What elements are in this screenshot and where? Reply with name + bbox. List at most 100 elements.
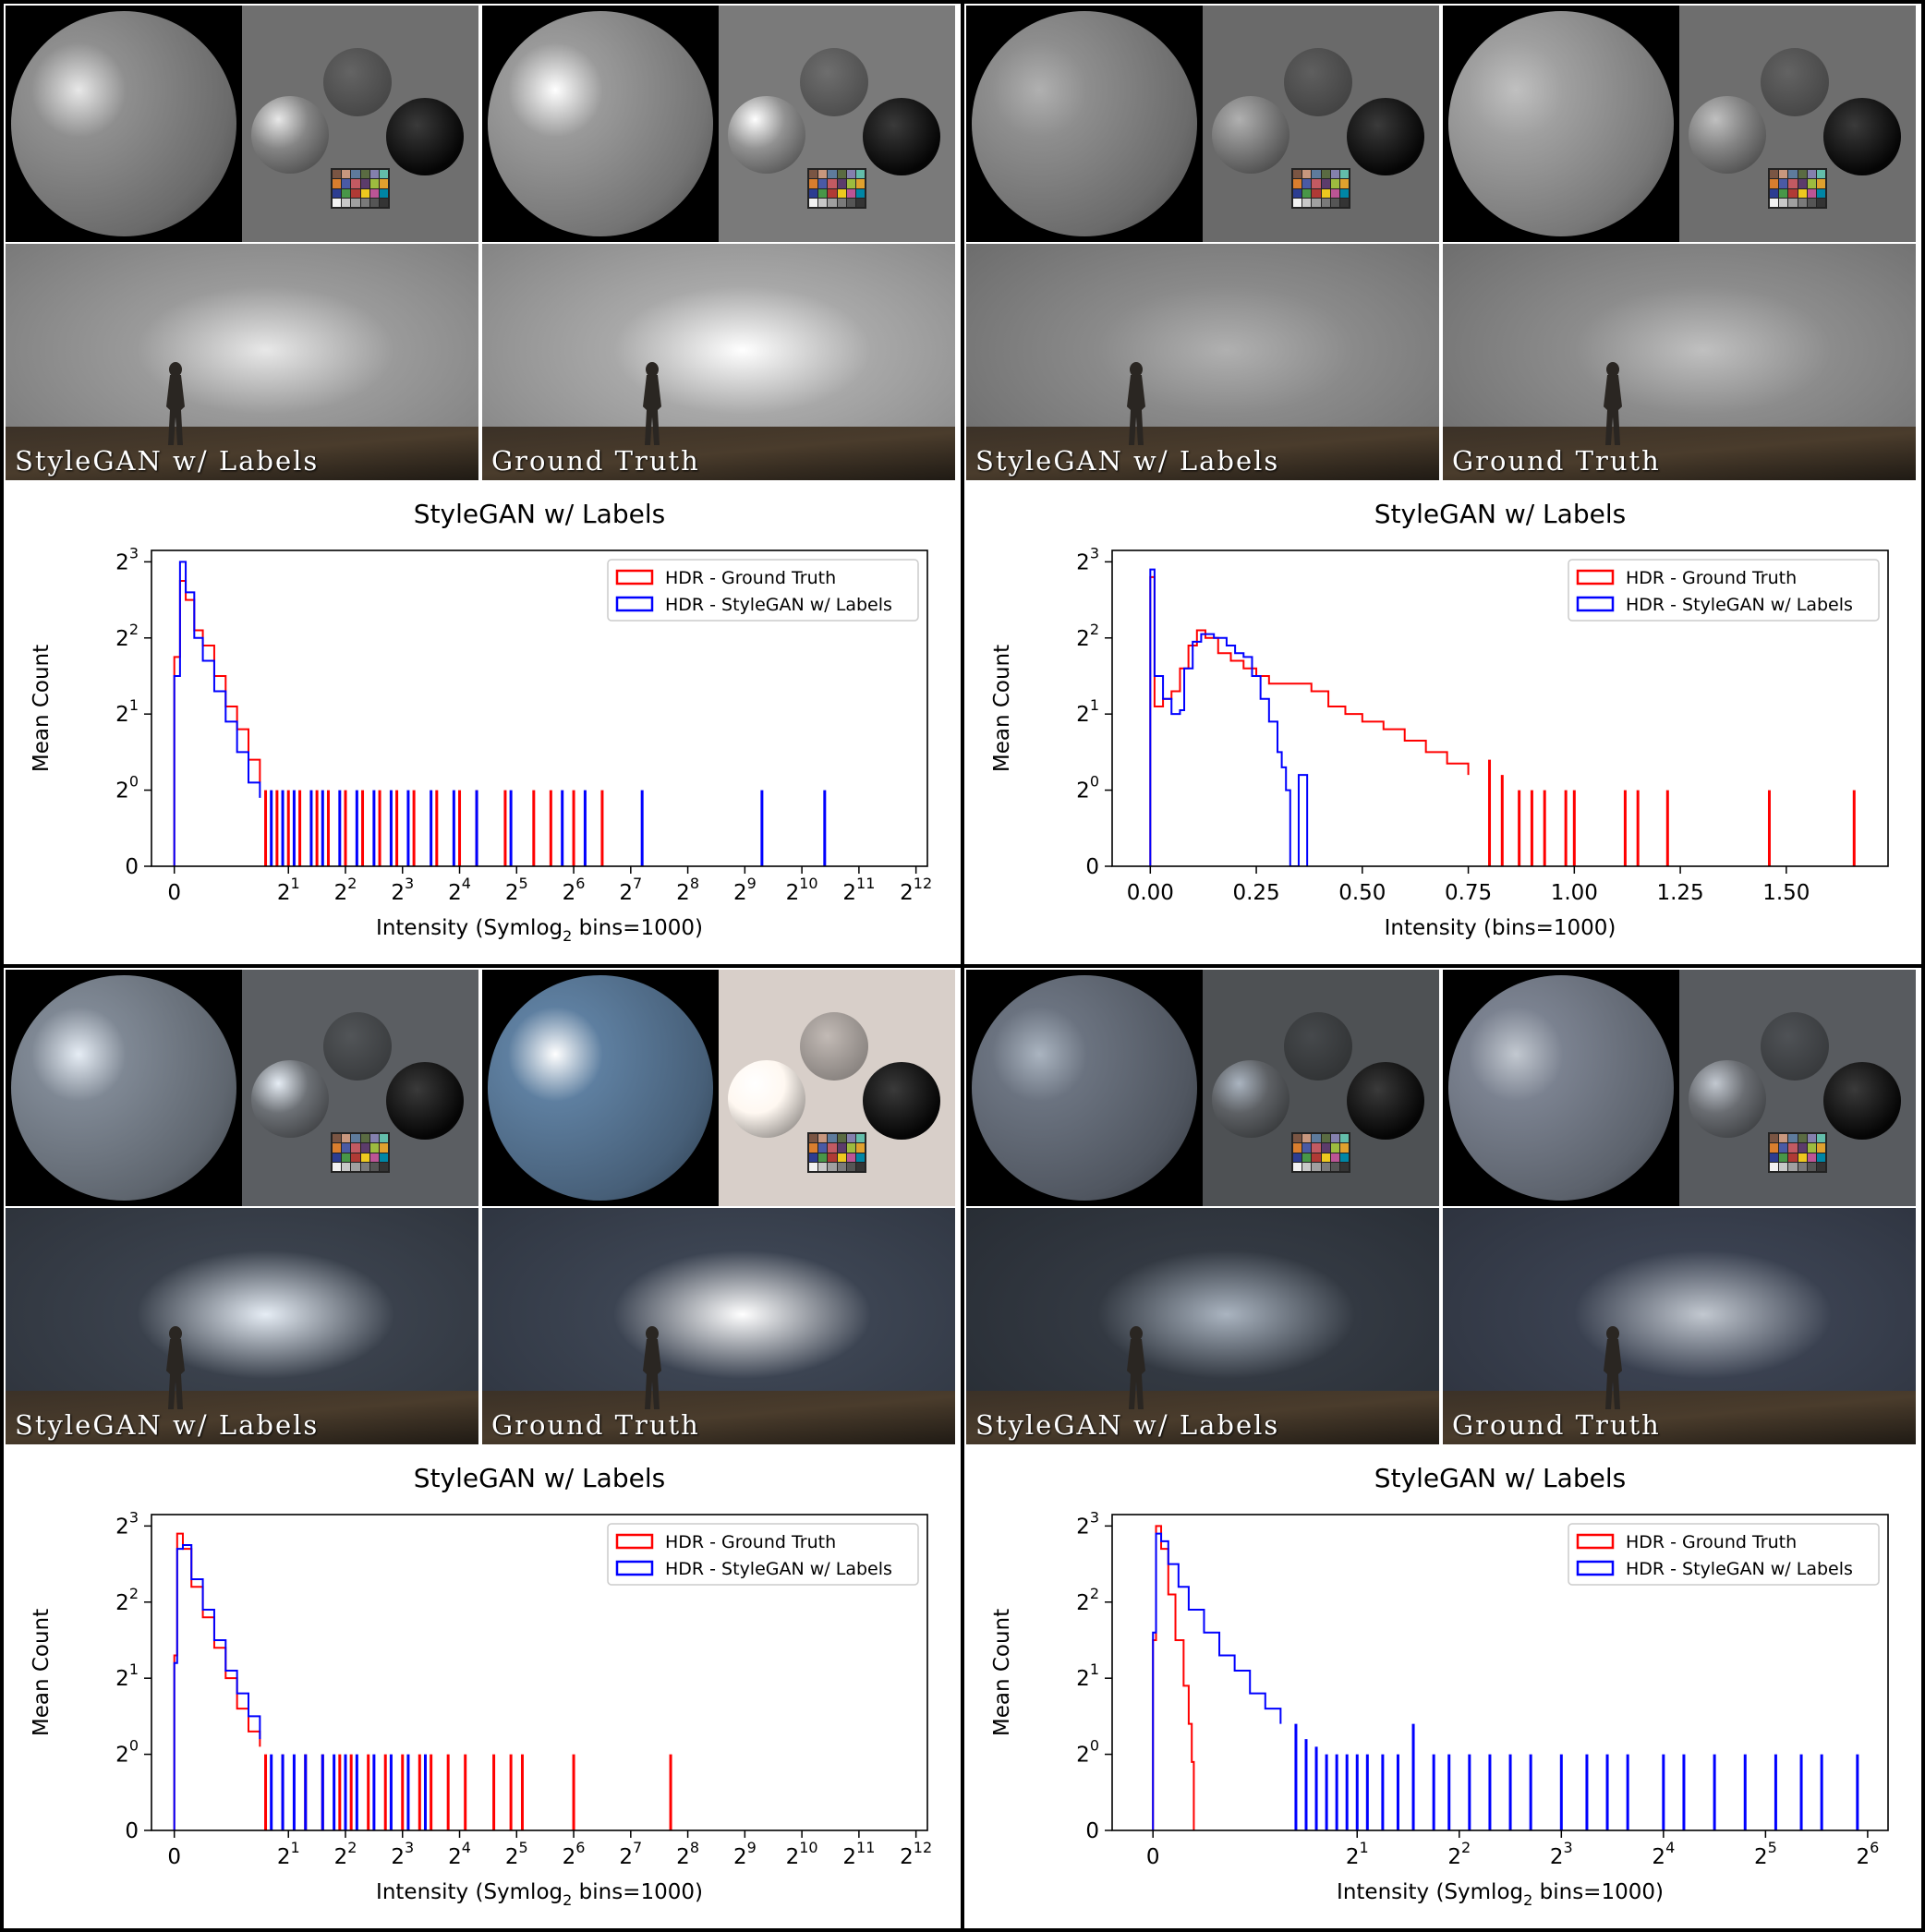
x-tick-label: 26 (563, 1839, 586, 1869)
sky-disc (488, 975, 713, 1201)
ground-terrain (6, 1391, 478, 1444)
axes-frame (1111, 549, 1889, 867)
mirror-sphere (728, 1060, 805, 1138)
y-tick-label: 20 (115, 773, 139, 803)
x-tick-label: 23 (391, 875, 414, 905)
character-figure (1123, 1326, 1149, 1409)
image-caption: Ground Truth (1452, 1409, 1661, 1441)
character-figure (1123, 362, 1149, 445)
sky-disc (11, 11, 236, 236)
color-checker-chart (1291, 168, 1350, 209)
y-axis-label: Mean Count (30, 645, 54, 772)
quadrant-3: StyleGAN w/ Labels Ground Truth StyleGAN w… (4, 968, 959, 1926)
x-axis-label: Intensity (bins=1000) (1385, 916, 1616, 940)
y-tick-label: 23 (115, 1508, 139, 1539)
diffuse-sphere (800, 1012, 868, 1081)
image-pair-left: StyleGAN w/ Labels (6, 6, 478, 482)
mirror-sphere (1689, 1060, 1766, 1138)
quadrant-1: StyleGAN w/ Labels Ground Truth StyleGAN w… (4, 4, 959, 962)
y-tick-label: 22 (115, 621, 139, 651)
y-axis-label: Mean Count (990, 645, 1014, 772)
series-0-step-line (173, 579, 261, 866)
ground-terrain (966, 427, 1439, 480)
y-tick-label: 20 (115, 1737, 139, 1768)
y-tick-label: 0 (1085, 855, 1099, 879)
glossy-black-sphere (863, 98, 940, 175)
color-checker-chart (1768, 168, 1827, 209)
image-row: StyleGAN w/ Labels Ground Truth (966, 970, 1918, 1446)
x-tick-label: 210 (786, 1839, 818, 1869)
y-axis-label: Mean Count (990, 1609, 1014, 1736)
series-1-step-line (173, 561, 261, 866)
light-probe-render (242, 970, 478, 1206)
sky-disc (972, 975, 1197, 1201)
mirror-sphere (1689, 96, 1766, 174)
image-caption: StyleGAN w/ Labels (15, 1409, 320, 1441)
image-pair-right: Ground Truth (482, 6, 955, 482)
character-figure (1600, 362, 1626, 445)
diffuse-sphere (1761, 1012, 1829, 1081)
x-tick-label: 25 (505, 1839, 528, 1869)
image-pair-left: StyleGAN w/ Labels (966, 970, 1439, 1446)
ground-terrain (482, 427, 955, 480)
axes-frame (151, 549, 928, 867)
image-pair-right: Ground Truth (1443, 970, 1916, 1446)
y-axis-label: Mean Count (30, 1609, 54, 1736)
legend-swatch (1576, 596, 1615, 612)
fisheye-sky-image (6, 970, 242, 1206)
character-figure (639, 1326, 665, 1409)
scene-render: Ground Truth (482, 1208, 955, 1444)
legend-label: HDR - Ground Truth (665, 1532, 836, 1552)
light-probe-render (719, 6, 955, 242)
x-tick-label: 26 (1856, 1839, 1879, 1869)
series-1-step-line (1152, 1532, 1282, 1830)
x-tick-label: 21 (277, 1839, 300, 1869)
x-tick-label: 29 (733, 875, 757, 905)
character-figure (163, 1326, 188, 1409)
y-tick-label: 0 (125, 855, 139, 879)
glossy-black-sphere (863, 1062, 940, 1140)
legend-label: HDR - StyleGAN w/ Labels (665, 1559, 892, 1579)
scene-render: StyleGAN w/ Labels (966, 244, 1439, 480)
image-row: StyleGAN w/ Labels Ground Truth (6, 970, 957, 1446)
x-tick-label: 0.00 (1127, 881, 1174, 905)
quadrant-4: StyleGAN w/ Labels Ground Truth StyleGAN w… (964, 968, 1919, 1926)
glossy-black-sphere (386, 1062, 464, 1140)
series-1-step-line (173, 1543, 261, 1830)
fisheye-sky-image (966, 6, 1203, 242)
sky-disc (1448, 11, 1674, 236)
sky-disc (11, 975, 236, 1201)
image-pair-left: StyleGAN w/ Labels (6, 970, 478, 1446)
legend-label: HDR - Ground Truth (665, 568, 836, 588)
legend-label: HDR - Ground Truth (1626, 1532, 1797, 1552)
image-pair-right: Ground Truth (482, 970, 955, 1446)
x-tick-label: 24 (1652, 1839, 1675, 1869)
image-caption: Ground Truth (491, 445, 700, 477)
sky-disc (972, 11, 1197, 236)
x-tick-label: 21 (1346, 1839, 1369, 1869)
scene-render: Ground Truth (1443, 1208, 1916, 1444)
environment-tile (966, 6, 1439, 242)
x-tick-label: 26 (563, 875, 586, 905)
axes-frame (151, 1514, 928, 1831)
ground-terrain (1443, 1391, 1916, 1444)
y-tick-label: 21 (115, 1660, 139, 1691)
light-probe-render (1679, 6, 1916, 242)
color-checker-chart (807, 1132, 866, 1173)
legend: HDR - Ground Truth HDR - StyleGAN w/ Labe… (1568, 559, 1880, 622)
x-tick-label: 1.00 (1551, 881, 1598, 905)
y-tick-label: 22 (1076, 621, 1099, 651)
series-0-step-line (173, 1532, 261, 1830)
light-probe-render (1679, 970, 1916, 1206)
light-probe-render (1203, 6, 1439, 242)
x-tick-label: 21 (277, 875, 300, 905)
color-checker-chart (1291, 1132, 1350, 1173)
legend-swatch (615, 569, 654, 586)
x-axis-label: Intensity (Symlog2 bins=1000) (376, 1880, 703, 1909)
mirror-sphere (251, 96, 329, 174)
x-tick-label: 1.50 (1762, 881, 1810, 905)
x-axis-label: Intensity (Symlog2 bins=1000) (1337, 1880, 1664, 1909)
color-checker-chart (331, 1132, 390, 1173)
scene-render: StyleGAN w/ Labels (6, 244, 478, 480)
x-tick-label: 212 (900, 1839, 932, 1869)
